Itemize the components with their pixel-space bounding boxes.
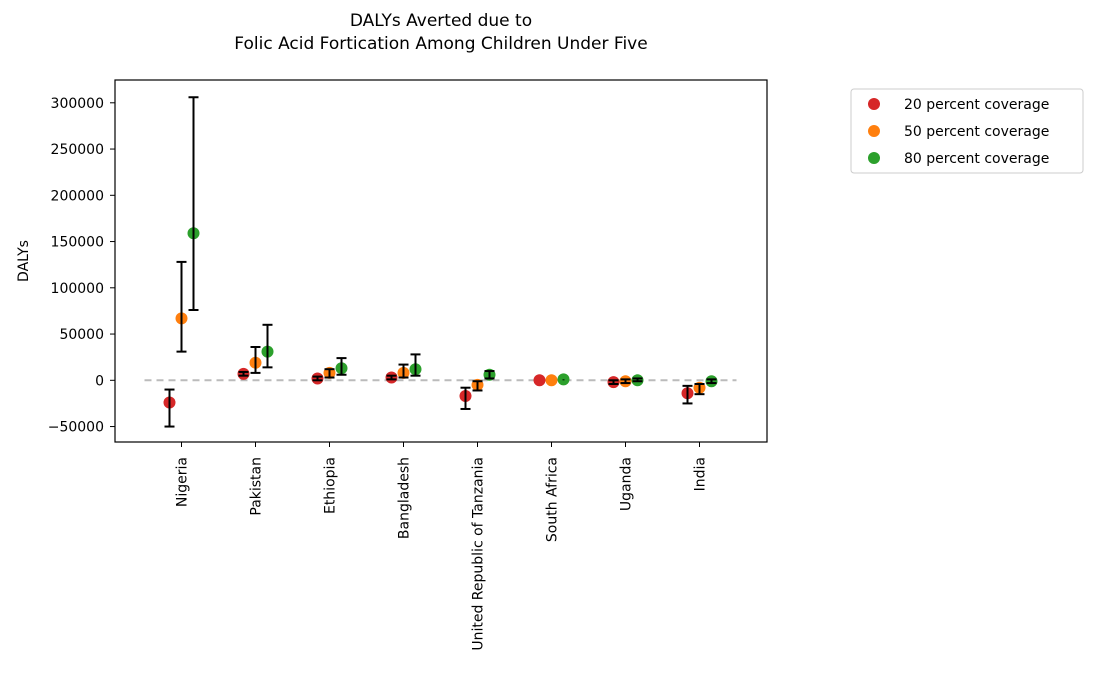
x-tick-label: India	[693, 457, 709, 491]
error-bar	[324, 368, 335, 379]
legend-entry-label: 20 percent coverage	[904, 97, 1049, 113]
legend-marker	[868, 125, 880, 137]
error-bar	[484, 370, 495, 380]
error-bar	[312, 375, 323, 382]
error-bar	[632, 377, 643, 383]
error-bar	[706, 378, 717, 385]
x-tick-label: Bangladesh	[397, 457, 413, 539]
error-bar	[472, 380, 483, 392]
error-bar	[250, 346, 261, 374]
error-bar	[386, 374, 397, 381]
error-bar	[176, 260, 187, 353]
y-tick-label: −50000	[48, 420, 104, 436]
error-bar	[460, 386, 471, 410]
y-tick-label: 100000	[51, 281, 104, 297]
legend-marker	[868, 152, 880, 164]
data-point	[545, 374, 558, 387]
x-tick-label: Pakistan	[249, 457, 265, 516]
y-tick-label: 50000	[59, 327, 104, 343]
error-bar	[410, 353, 421, 377]
x-tick-label: Uganda	[619, 457, 635, 511]
error-bar	[398, 363, 409, 379]
legend-entry-label: 50 percent coverage	[904, 124, 1049, 140]
error-bar	[164, 388, 175, 428]
error-bar	[262, 323, 273, 369]
y-axis-label: DALYs	[16, 240, 32, 282]
x-tick-label: South Africa	[545, 457, 561, 542]
chart-title-line1: DALYs Averted due to	[350, 11, 532, 31]
error-bar	[620, 378, 631, 385]
y-tick-label: 0	[95, 373, 104, 389]
x-tick-label: United Republic of Tanzania	[471, 457, 487, 651]
y-tick-label: 300000	[51, 96, 104, 112]
chart-title-line2: Folic Acid Fortication Among Children Un…	[234, 34, 647, 54]
error-bar	[608, 379, 619, 385]
plot-area	[144, 96, 737, 428]
y-tick-label: 150000	[51, 235, 104, 251]
x-tick-label: Nigeria	[175, 457, 191, 507]
legend-marker	[868, 98, 880, 110]
y-tick-label: 200000	[51, 188, 104, 204]
y-tick-label: 250000	[51, 142, 104, 158]
plot-frame	[114, 79, 768, 443]
data-point	[533, 374, 546, 387]
legend-frame	[850, 88, 1084, 174]
error-bar	[694, 383, 705, 396]
error-bar	[336, 357, 347, 376]
legend-entry-label: 80 percent coverage	[904, 151, 1049, 167]
error-bar	[188, 96, 199, 311]
legend: 20 percent coverage 50 percent coverage 80…	[850, 88, 1084, 174]
error-bar	[682, 384, 693, 405]
error-bar	[238, 370, 249, 377]
x-tick-label: Ethiopia	[323, 457, 339, 514]
